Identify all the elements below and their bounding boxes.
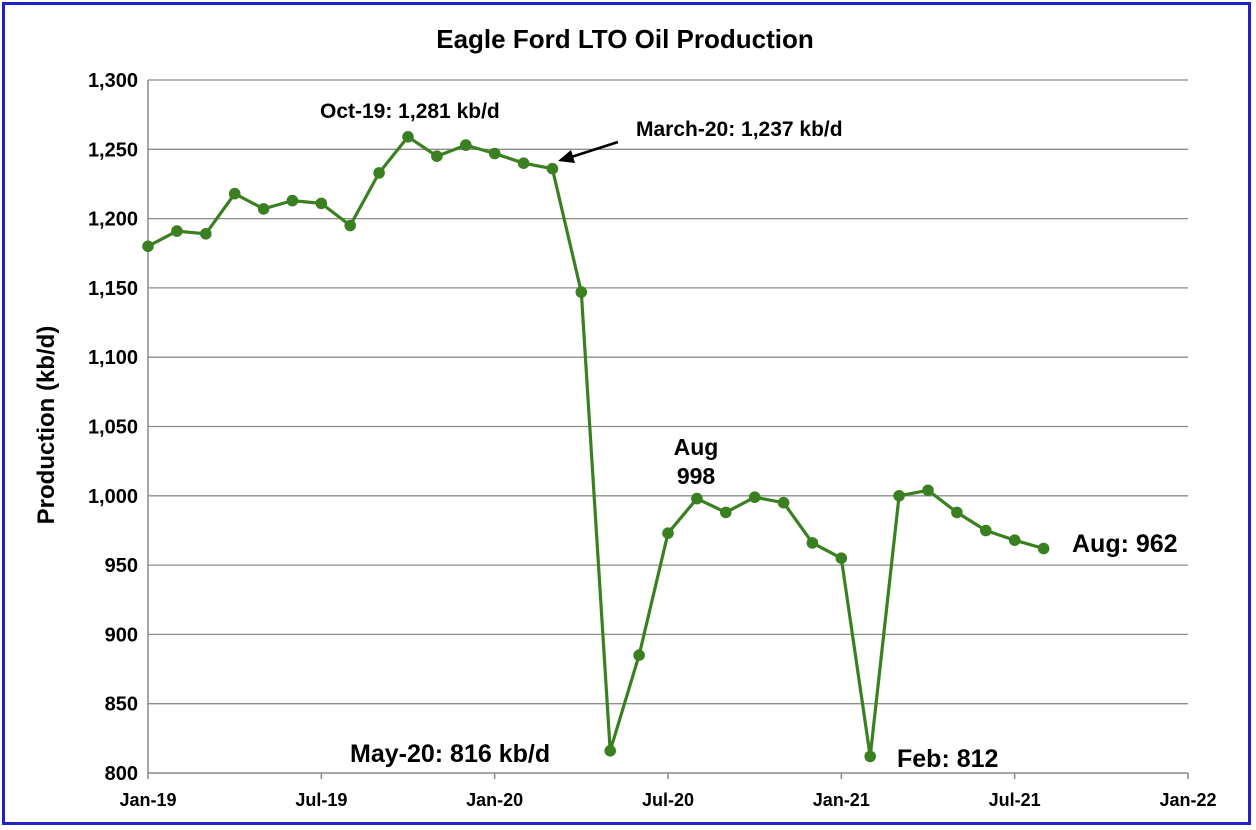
gridlines <box>148 79 1188 705</box>
x-tick-label: Jan-22 <box>1159 790 1216 810</box>
data-point <box>546 162 559 175</box>
data-point <box>980 524 992 537</box>
y-tick-label: 1,250 <box>88 139 138 161</box>
data-point <box>142 240 154 253</box>
data-point <box>344 219 357 232</box>
data-point <box>517 157 530 169</box>
annotation-march20: March-20: 1,237 kb/d <box>636 118 843 141</box>
y-tick-label: 1,300 <box>88 70 138 92</box>
x-tick-label: Jan-20 <box>466 790 523 810</box>
data-point <box>315 197 328 210</box>
data-point <box>748 491 761 504</box>
data-point <box>228 187 241 200</box>
data-point <box>575 286 588 298</box>
data-points <box>142 131 1050 763</box>
y-tick-label: 950 <box>105 555 138 577</box>
data-point <box>604 745 616 757</box>
data-point <box>431 150 443 162</box>
data-point <box>691 492 703 505</box>
y-tick-label: 1,100 <box>88 347 138 369</box>
data-point <box>864 750 876 763</box>
annotation-aug-last: Aug: 962 <box>1072 530 1178 558</box>
data-point <box>806 537 819 549</box>
y-tick-label: 800 <box>105 763 138 785</box>
annotation-feb: Feb: 812 <box>897 745 998 773</box>
annotation-oct19: Oct-19: 1,281 kb/d <box>320 100 500 123</box>
data-point <box>1008 534 1021 546</box>
y-tick-label: 1,150 <box>88 278 138 300</box>
data-point <box>922 484 934 497</box>
data-point <box>777 496 790 509</box>
annotation-aug-value: 998 <box>677 463 716 489</box>
series-line <box>147 135 1045 759</box>
data-point <box>893 490 905 502</box>
data-point <box>835 552 848 564</box>
data-point <box>257 203 270 215</box>
data-point <box>488 147 501 160</box>
data-point <box>171 225 183 237</box>
data-point <box>1037 542 1050 555</box>
y-tick-label: 900 <box>105 624 138 646</box>
y-tick-label: 1,050 <box>88 417 138 439</box>
x-tick-label: Jul-21 <box>989 790 1041 810</box>
data-point <box>720 506 732 519</box>
data-point <box>200 228 212 240</box>
data-point <box>286 194 299 207</box>
y-tick-label: 1,000 <box>88 486 138 508</box>
data-point <box>460 139 472 151</box>
x-tick-label: Jul-19 <box>295 790 347 810</box>
x-tick-label: Jul-20 <box>642 790 694 810</box>
data-point <box>633 649 645 661</box>
annotation-aug-label: Aug <box>674 434 719 460</box>
x-tick-labels: Jan-19 Jul-19 Jan-20 Jul-20 Jan-21 Jul-21 Jan-… <box>119 773 1217 810</box>
y-tick-label: 1,200 <box>88 209 138 231</box>
x-tick-label: Jan-21 <box>813 790 870 810</box>
y-axis-label: Production (kb/d) <box>33 326 60 525</box>
y-tick-labels: 800 850 900 950 1,000 1,050 1,100 1,150 1,200 1,2… <box>88 70 138 785</box>
y-tick-label: 850 <box>105 694 138 716</box>
data-point <box>951 506 963 519</box>
x-tick-label: Jan-19 <box>119 790 176 810</box>
chart-title: Eagle Ford LTO Oil Production <box>436 24 814 54</box>
data-point <box>662 527 674 539</box>
data-point <box>402 131 414 143</box>
annotation-arrow <box>558 140 619 163</box>
data-point <box>373 167 385 179</box>
annotation-may20: May-20: 816 kb/d <box>350 740 550 768</box>
